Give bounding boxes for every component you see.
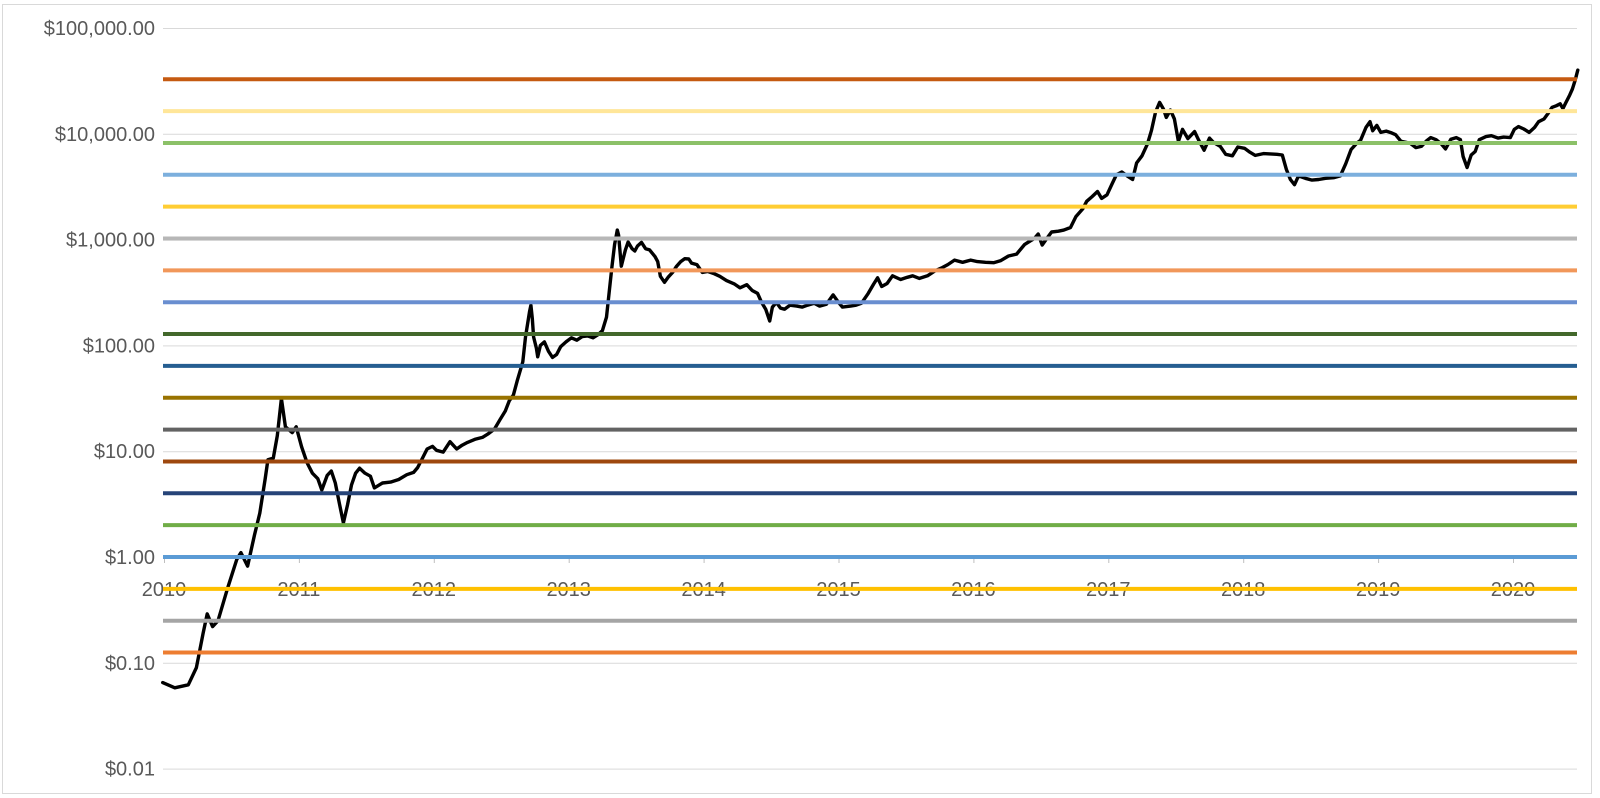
chart-border — [2, 4, 1592, 794]
price-line — [160, 68, 1580, 690]
y-axis-label: $1,000.00 — [66, 230, 155, 252]
y-axis-label: $1.00 — [105, 547, 155, 569]
y-axis-label: $10.00 — [94, 441, 155, 463]
y-axis-label: $10,000.00 — [55, 124, 155, 146]
y-axis-label: $100,000.00 — [44, 18, 155, 40]
y-axis-label: $100.00 — [83, 335, 155, 357]
y-axis-label: $0.10 — [105, 653, 155, 675]
y-axis-label: $0.01 — [105, 759, 155, 781]
